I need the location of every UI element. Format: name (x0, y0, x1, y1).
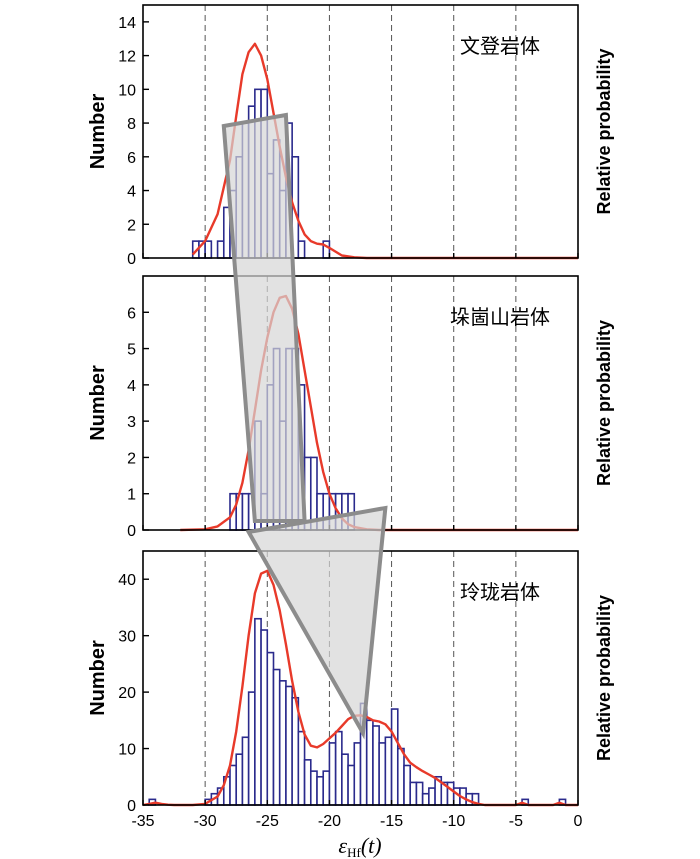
y-tick-label: 4 (127, 378, 136, 395)
y-tick-label: 0 (127, 798, 136, 815)
y-tick-label: 4 (127, 184, 136, 201)
y-axis-label: Number (87, 94, 109, 170)
histogram-bar (297, 730, 306, 806)
x-tick-label: -30 (194, 813, 217, 830)
histogram-bar (316, 775, 325, 806)
histogram-bar (303, 759, 312, 806)
histogram-bar (428, 787, 436, 806)
histogram-bar (297, 240, 306, 259)
y-tick-label: 8 (127, 116, 136, 133)
y-tick-label: 10 (118, 82, 136, 99)
x-tick-label: -5 (509, 813, 523, 830)
y-tick-label: 6 (127, 305, 136, 322)
histogram-bar (285, 685, 293, 806)
x-tick-label: -35 (131, 813, 154, 830)
x-axis-label: εHf(t) (338, 833, 381, 859)
histogram-bar (247, 691, 256, 806)
histogram-bar (266, 651, 275, 806)
y-tick-label: 2 (127, 450, 136, 467)
panel-1: 0 2 4 6 8 10 12 14 文登岩体 Number Relative probabilit… (87, 4, 614, 268)
histogram-bar (353, 742, 362, 806)
histogram-bar (278, 680, 287, 806)
y-tick-label: 2 (127, 217, 136, 234)
panel-title: 玲珑岩体 (460, 580, 540, 604)
y-tick-label: 6 (127, 150, 136, 167)
x-tick-label: -25 (256, 813, 279, 830)
x-tick-label: -10 (442, 813, 465, 830)
y-tick-label: 5 (127, 342, 136, 359)
y-tick-label: 10 (118, 742, 136, 759)
histogram-bar (365, 719, 374, 806)
panel-frame (142, 4, 579, 259)
histogram-bar (347, 764, 356, 806)
y-axis-label: Number (87, 640, 109, 716)
panel-title: 文登岩体 (460, 34, 540, 58)
x-tick-label: -15 (380, 813, 403, 830)
histogram-bar (403, 764, 412, 806)
histogram-bar (216, 240, 225, 259)
histogram-bar (421, 792, 430, 806)
histogram-bar (409, 781, 418, 806)
histogram-bar (415, 781, 424, 806)
right-axis-label: Relative probability (594, 320, 614, 486)
y-tick-label: 30 (118, 629, 136, 646)
histogram-bar (204, 240, 213, 259)
histogram-bar (390, 708, 399, 806)
y-tick-label: 12 (118, 49, 136, 66)
right-axis-label: Relative probability (594, 595, 614, 761)
shift-band (221, 112, 388, 740)
histogram-bar (254, 617, 262, 806)
histogram-bar (341, 753, 349, 806)
panel-2: 0 1 2 3 4 5 6 垛崮山岩体 Number Relative probability (87, 275, 614, 540)
histogram-bar (378, 742, 387, 806)
histogram-bar (272, 668, 281, 806)
histogram-bar (396, 747, 405, 806)
x-tick-label: 0 (574, 813, 583, 830)
shift-band-lower (245, 505, 388, 740)
histogram-bar (241, 492, 250, 531)
histogram-bar (384, 736, 393, 806)
histogram-bar (291, 696, 300, 806)
histogram-bar (309, 770, 318, 806)
histogram-bar (446, 781, 455, 806)
histogram-bar (328, 742, 337, 806)
x-tick-label: -20 (318, 813, 341, 830)
panel-3: 0 10 20 30 40 玲珑岩体 Number Relative probability (87, 550, 614, 815)
histogram-bar (322, 770, 331, 806)
y-tick-label: 3 (127, 414, 136, 431)
histogram-bar (235, 753, 244, 806)
y-tick-label: 1 (127, 487, 136, 504)
y-tick-label: 0 (127, 251, 136, 268)
histogram-bar (241, 736, 250, 806)
histogram-bar (229, 764, 238, 806)
right-axis-label: Relative probability (594, 48, 614, 214)
y-tick-label: 14 (118, 15, 136, 32)
histogram-bar (334, 730, 343, 806)
y-tick-label: 0 (127, 523, 136, 540)
y-axis-label: Number (87, 365, 109, 441)
histogram-bar (260, 629, 269, 806)
y-tick-label: 20 (118, 685, 136, 702)
histogram-bar (372, 725, 380, 806)
panel-title: 垛崮山岩体 (450, 305, 550, 329)
y-tick-label: 40 (118, 572, 136, 589)
